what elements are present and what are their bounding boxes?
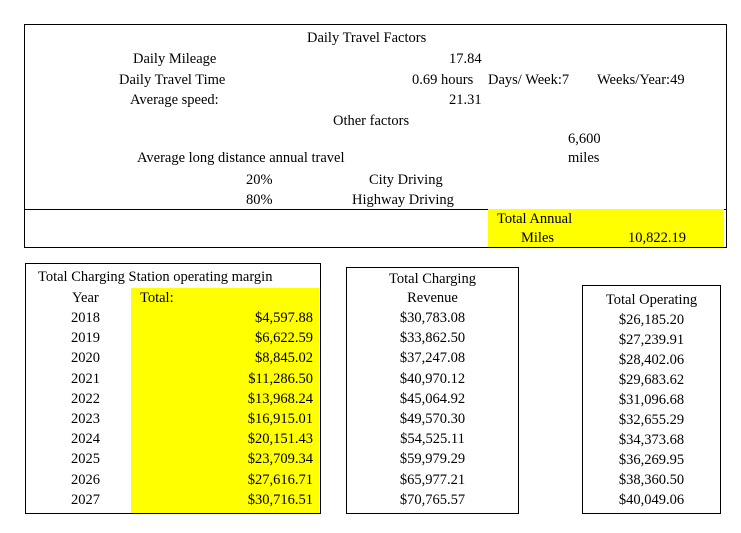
daily-mileage-label: Daily Mileage [133,51,217,67]
revenue-cell: $33,862.50 [399,330,466,347]
year-header: Year [72,290,99,306]
operating-cell: $29,683.62 [618,372,685,388]
revenue-cell: $37,247.08 [399,350,466,367]
charging-revenue-title-line1: Total Charging [389,271,476,287]
operating-cell: $40,049.06 [618,492,685,508]
margin-year-cell: 2025 [71,451,100,468]
operating-cell: $34,373.68 [618,432,685,448]
daily-travel-time-label: Daily Travel Time [119,72,226,88]
operating-cell: $38,360.50 [618,472,685,488]
total-annual-miles-value: 10,822.19 [628,230,686,246]
margin-year-cell: 2023 [71,411,100,427]
daily-travel-time-value: 0.69 hours [412,72,474,88]
city-driving-label: City Driving [369,172,443,188]
total-operating-table [582,285,721,514]
margin-total-cell: $8,845.02 [255,350,313,367]
revenue-cell: $70,765.57 [399,491,466,508]
margin-year-cell: 2027 [71,491,100,508]
revenue-cell: $65,977.21 [399,471,466,488]
daily-travel-factors-panel [24,24,727,210]
weeks-per-year: Weeks/Year:49 [597,72,685,88]
daily-travel-factors-title: Daily Travel Factors [307,30,427,46]
margin-year-cell: 2020 [71,350,100,367]
total-operating-title: Total Operating [605,292,698,308]
charging-revenue-title-line2: Revenue [407,290,458,306]
margin-total-cell: $13,968.24 [247,390,313,407]
operating-cell: $36,269.95 [618,452,685,468]
margin-total-cell: $27,616.71 [247,471,313,488]
long-distance-value: 6,600 [568,131,601,147]
operating-margin-highlight [131,288,319,513]
revenue-cell: $40,970.12 [399,370,466,387]
margin-total-cell: $30,716.51 [247,491,313,508]
margin-year-cell: 2018 [71,310,100,326]
total-header: Total: [140,290,174,306]
revenue-cell: $49,570.30 [399,411,466,427]
total-annual-miles-cell [488,209,724,247]
margin-year-cell: 2019 [71,330,100,347]
highway-driving-label: Highway Driving [352,192,454,208]
margin-total-cell: $6,622.59 [255,330,313,347]
average-speed-label: Average speed: [130,92,219,108]
operating-cell: $26,185.20 [618,312,685,328]
margin-year-cell: 2021 [71,370,100,387]
long-distance-unit: miles [568,150,600,166]
margin-total-cell: $11,286.50 [248,370,313,387]
margin-total-cell: $4,597.88 [255,310,313,326]
average-speed-value: 21.31 [449,92,482,108]
revenue-cell: $45,064.92 [399,390,466,407]
revenue-cell: $30,783.08 [399,310,466,326]
daily-mileage-value: 17.84 [449,51,482,67]
operating-cell: $27,239.91 [618,332,685,348]
margin-total-cell: $16,915.01 [247,411,313,427]
operating-cell: $31,096.68 [618,392,685,408]
margin-total-cell: $20,151.43 [247,431,313,448]
margin-year-cell: 2024 [71,431,100,448]
highway-driving-percent: 80% [246,192,273,208]
long-distance-label: Average long distance annual travel [137,150,345,166]
total-annual-label: Total Annual [497,211,573,227]
total-annual-miles-label: Miles [521,230,555,246]
margin-total-cell: $23,709.34 [247,451,313,468]
margin-year-cell: 2022 [71,390,100,407]
city-driving-percent: 20% [246,172,273,188]
other-factors-label: Other factors [333,113,410,129]
days-per-week: Days/ Week:7 [488,72,570,88]
operating-margin-title: Total Charging Station operating margin [38,269,273,285]
operating-cell: $28,402.06 [618,352,685,368]
margin-year-cell: 2026 [71,471,100,488]
revenue-cell: $59,979.29 [399,451,466,468]
operating-cell: $32,655.29 [618,412,685,428]
revenue-cell: $54,525.11 [400,431,465,448]
charging-revenue-table [346,267,519,514]
